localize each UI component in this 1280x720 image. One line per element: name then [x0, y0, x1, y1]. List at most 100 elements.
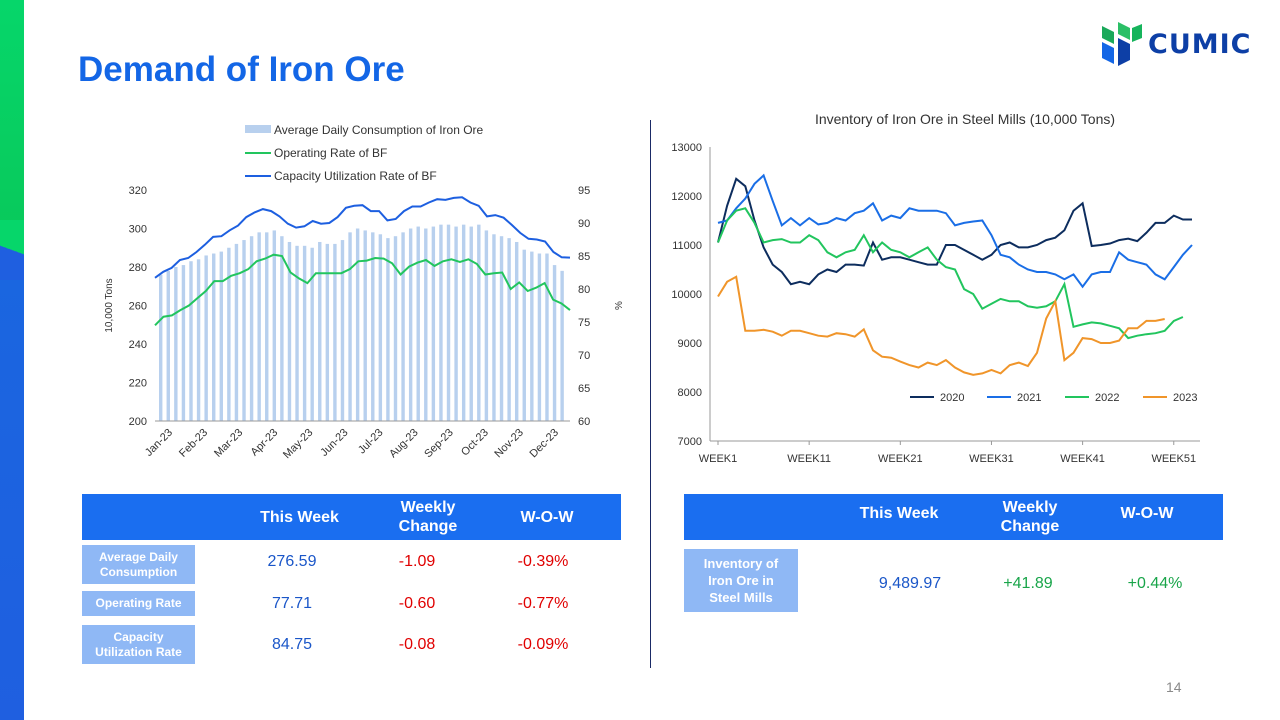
consumption-bar: [333, 243, 337, 421]
x-axis-tick-label: WEEK51: [1151, 453, 1196, 465]
consumption-bar: [469, 226, 473, 421]
left-axis-tick-label: 240: [129, 339, 147, 351]
cell-capacity-wow: -0.09%: [517, 636, 569, 653]
consumption-bar: [227, 247, 231, 421]
consumption-bar: [408, 228, 413, 421]
consumption-bar: [325, 243, 330, 421]
y-axis-tick-label: 7000: [678, 436, 702, 448]
x-axis-tick-label: WEEK21: [878, 453, 923, 465]
consumption-bar: [431, 226, 436, 421]
cell-inventory-this-week: 9,489.97: [878, 575, 942, 592]
consumption-bar: [530, 251, 534, 421]
cell-consumption-wow: -0.39%: [517, 553, 569, 570]
cell-operating-wow: -0.77%: [517, 595, 569, 612]
consumption-bar: [446, 224, 451, 421]
legend-label-2021: 2021: [1017, 392, 1041, 404]
consumption-bar: [280, 236, 284, 421]
consumption-operating-chart: 200 220 240 260 280 300 320 60 65 70 75 80 85 90 95 10,…: [104, 123, 625, 461]
capacity-utilization-line: [154, 196, 571, 279]
x-axis-tick-label: WEEK11: [787, 453, 831, 465]
col-header-wow: W-O-W: [520, 508, 574, 526]
x-axis-tick-label: WEEK41: [1060, 453, 1105, 465]
left-axis-tick-label: 280: [129, 262, 147, 274]
col-header-weekly-change-right: Weekly Change: [1000, 499, 1060, 535]
series-line-2022: [717, 207, 1184, 340]
y-axis-tick-label: 9000: [678, 338, 702, 350]
x-axis-tick-label: Oct-23: [459, 427, 491, 459]
left-axis-label: 10,000 Tons: [104, 278, 115, 332]
consumption-bar: [477, 224, 481, 421]
consumption-bar: [371, 232, 375, 421]
consumption-bar: [439, 224, 443, 421]
legend-label-operating-rate-of-bf: Operating Rate of BF: [274, 146, 387, 160]
y-axis-tick-label: 10000: [671, 289, 702, 301]
col-header-wow-right: W-O-W: [1120, 504, 1174, 522]
consumption-bar: [242, 240, 246, 421]
consumption-bar: [257, 232, 261, 421]
y-axis-tick-label: 13000: [671, 142, 702, 154]
right-axis-tick-label: 90: [578, 218, 590, 230]
series-line-2023: [717, 275, 1165, 376]
consumption-bar: [378, 234, 383, 421]
consumption-bar: [355, 228, 360, 421]
legend-label-2020: 2020: [940, 392, 964, 404]
right-axis-tick-label: 65: [578, 383, 590, 395]
consumption-bar: [272, 230, 277, 421]
row-label-inventory: Inventory of Iron Ore in Steel Mills: [684, 549, 798, 612]
x-axis-tick-label: Feb-23: [177, 427, 210, 460]
consumption-bar: [204, 255, 208, 421]
x-axis-tick-label: Mar-23: [212, 427, 245, 460]
y-axis-tick-label: 12000: [671, 191, 702, 203]
row-label-capacity-utilization: Capacity Utilization Rate: [82, 625, 195, 664]
left-table-header: This Week Weekly Change W-O-W: [82, 494, 621, 540]
consumption-bar: [499, 236, 504, 421]
company-logo: CUMIC: [1098, 20, 1258, 70]
consumption-bar: [416, 226, 420, 421]
col-header-this-week-right: This Week: [859, 504, 939, 522]
right-axis-tick-label: 80: [578, 284, 590, 296]
cell-operating-change: -0.60: [398, 595, 436, 612]
y-axis-tick-label: 8000: [678, 387, 702, 399]
x-axis-tick-label: Dec-23: [528, 427, 562, 461]
consumption-bar: [196, 259, 201, 421]
legend-swatch-bar: [245, 125, 271, 133]
x-axis-tick-label: Jan-23: [143, 427, 175, 459]
legend-label-average-daily-consumption-of-iron-ore: Average Daily Consumption of Iron Ore: [274, 123, 484, 137]
page-number: 14: [1166, 679, 1182, 695]
inventory-chart-title: Inventory of Iron Ore in Steel Mills (10…: [815, 111, 1115, 127]
consumption-bar: [454, 226, 458, 421]
consumption-bar: [287, 241, 292, 421]
consumption-bar: [348, 232, 352, 421]
right-axis-tick-label: 60: [578, 416, 590, 428]
cell-inventory-wow: +0.44%: [1127, 575, 1183, 592]
consumption-bar: [545, 253, 549, 421]
x-axis-tick-label: Jun-23: [318, 427, 350, 459]
consumption-bar: [249, 236, 254, 421]
consumption-bar: [174, 267, 178, 421]
consumption-bar: [507, 238, 511, 421]
right-table-header: This Week Weekly Change W-O-W: [684, 494, 1223, 540]
x-axis-tick-label: Nov-23: [492, 427, 526, 461]
y-axis-tick-label: 11000: [672, 240, 702, 252]
consumption-bar: [461, 224, 466, 421]
legend-label-2022: 2022: [1095, 392, 1119, 404]
x-axis-tick-label: Apr-23: [249, 427, 281, 459]
right-axis-tick-label: 70: [578, 350, 590, 362]
right-axis-label: %: [614, 301, 625, 310]
consumption-bar: [552, 265, 557, 421]
consumption-bar: [302, 245, 307, 421]
row-label-operating-rate: Operating Rate: [82, 591, 195, 616]
left-axis-tick-label: 320: [129, 185, 147, 197]
col-header-this-week: This Week: [260, 508, 339, 526]
logo-mark-icon: [1102, 22, 1142, 66]
cell-operating-this-week: 77.71: [271, 595, 313, 612]
operating-rate-line: [154, 253, 571, 327]
inventory-chart: Inventory of Iron Ore in Steel Mills (10…: [671, 111, 1200, 465]
left-axis-tick-label: 260: [129, 301, 147, 313]
cell-capacity-change: -0.08: [398, 636, 436, 653]
legend-label-2023: 2023: [1173, 392, 1197, 404]
consumption-bar: [386, 238, 390, 421]
consumption-bar: [265, 232, 269, 421]
consumption-bar: [537, 253, 542, 421]
consumption-bar: [181, 265, 186, 421]
